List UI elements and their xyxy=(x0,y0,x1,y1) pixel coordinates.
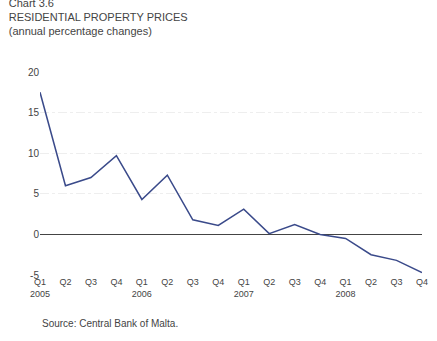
svg-text:0: 0 xyxy=(33,229,39,240)
svg-text:Q2: Q2 xyxy=(161,277,173,287)
svg-text:Chart 3.6RESIDENTIAL PROPERTY: Chart 3.6RESIDENTIAL PROPERTY PRICES(ann… xyxy=(9,0,188,37)
svg-text:15: 15 xyxy=(28,107,40,118)
svg-text:Q4: Q4 xyxy=(110,277,122,287)
svg-text:-5: -5 xyxy=(30,270,39,281)
svg-text:Q12007: Q12007 xyxy=(234,277,254,299)
svg-text:Q12008: Q12008 xyxy=(336,277,356,299)
svg-text:Q4: Q4 xyxy=(314,277,326,287)
svg-text:Source: Central Bank of Malta.: Source: Central Bank of Malta. xyxy=(42,318,178,329)
svg-text:Q3: Q3 xyxy=(391,277,403,287)
svg-text:Q2: Q2 xyxy=(59,277,71,287)
svg-text:5: 5 xyxy=(33,188,39,199)
svg-text:Q4: Q4 xyxy=(212,277,224,287)
svg-text:Q2: Q2 xyxy=(263,277,275,287)
svg-text:20: 20 xyxy=(28,67,40,78)
svg-text:Q12006: Q12006 xyxy=(132,277,152,299)
svg-text:Q2: Q2 xyxy=(365,277,377,287)
svg-text:10: 10 xyxy=(28,148,40,159)
svg-text:Q3: Q3 xyxy=(289,277,301,287)
svg-text:Q3: Q3 xyxy=(85,277,97,287)
svg-text:Q3: Q3 xyxy=(187,277,199,287)
svg-text:Q4: Q4 xyxy=(416,277,428,287)
svg-text:Q12005: Q12005 xyxy=(30,277,50,299)
